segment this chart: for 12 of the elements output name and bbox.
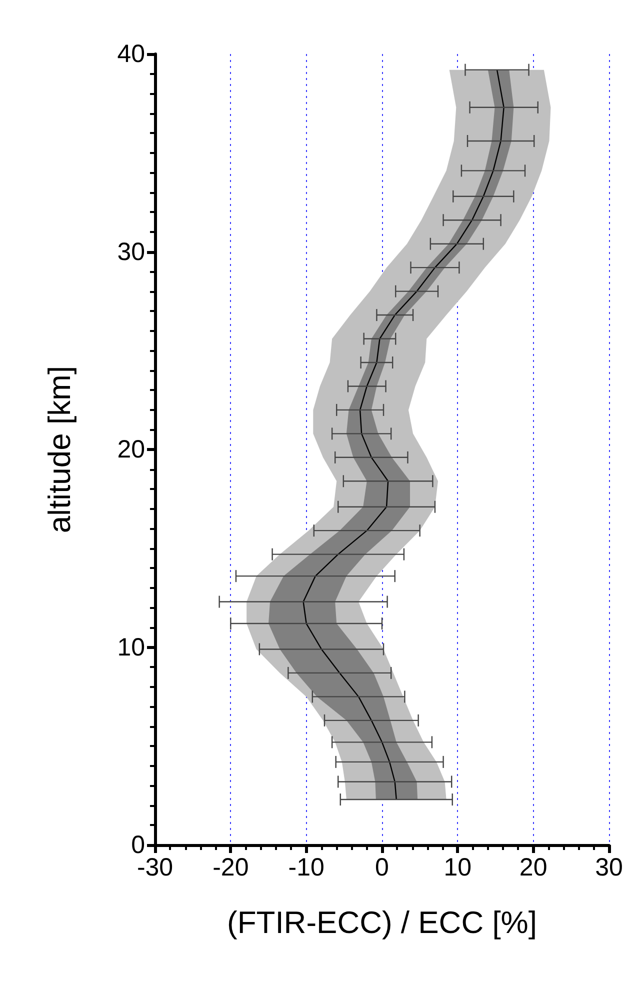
- x-tick-label: -10: [288, 854, 324, 882]
- x-tick-label: 10: [444, 854, 472, 882]
- x-axis-title: (FTIR-ECC) / ECC [%]: [227, 905, 537, 940]
- y-tick-label: 30: [117, 238, 145, 266]
- y-axis-title: altitude [km]: [42, 366, 77, 534]
- y-tick-label: 10: [117, 633, 145, 662]
- x-tick-label: 20: [519, 854, 548, 882]
- x-tick-label: 30: [595, 854, 623, 882]
- x-tick-label: -20: [212, 854, 249, 882]
- x-tick-label: 0: [375, 854, 389, 882]
- y-tick-label: 20: [117, 436, 145, 464]
- y-tick-label: 40: [117, 40, 145, 68]
